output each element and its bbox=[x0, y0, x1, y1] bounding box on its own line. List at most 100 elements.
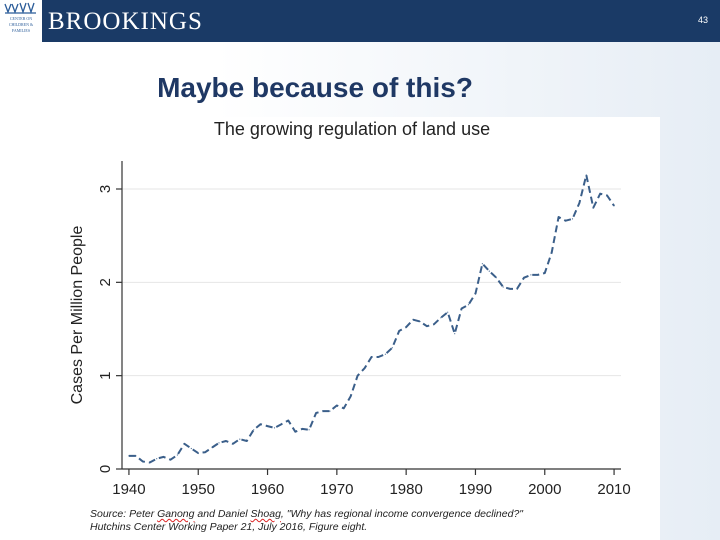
data-point bbox=[447, 311, 449, 313]
data-point bbox=[343, 407, 345, 409]
source-line-2: Hutchins Center Working Paper 21, July 2… bbox=[90, 521, 368, 533]
y-tick-label: 1 bbox=[97, 371, 114, 379]
data-point bbox=[308, 429, 310, 431]
data-point bbox=[364, 367, 366, 369]
data-point bbox=[190, 447, 192, 450]
y-tick-label: 3 bbox=[97, 185, 114, 193]
data-point bbox=[183, 443, 185, 445]
data-point bbox=[315, 412, 317, 414]
data-point bbox=[488, 270, 490, 272]
data-point bbox=[322, 410, 324, 412]
data-point bbox=[232, 443, 234, 445]
data-point bbox=[551, 251, 553, 254]
data-point bbox=[412, 319, 414, 321]
svg-text:CENTER ON: CENTER ON bbox=[10, 16, 32, 21]
y-tick-label: 0 bbox=[97, 465, 114, 473]
data-point bbox=[149, 461, 151, 464]
x-tick-label: 1950 bbox=[182, 481, 215, 498]
source-line-1: Source: Peter Ganong and Daniel Shoag, "… bbox=[90, 508, 523, 521]
line-chart: 0 1 2 3 1940 1950 1960 1970 1980 1990 2000 2010 Case… bbox=[69, 161, 631, 498]
x-tick-label: 1970 bbox=[320, 481, 353, 498]
data-point bbox=[163, 456, 165, 458]
data-point bbox=[225, 440, 227, 442]
data-point bbox=[509, 288, 511, 290]
y-tick-label: 2 bbox=[97, 278, 114, 286]
data-point bbox=[419, 320, 421, 323]
data-point bbox=[169, 459, 172, 461]
x-tick-label: 1980 bbox=[389, 481, 422, 498]
data-point bbox=[454, 333, 456, 335]
data-point bbox=[440, 317, 442, 319]
data-point bbox=[204, 451, 206, 453]
data-point bbox=[128, 455, 130, 457]
data-point bbox=[135, 455, 137, 457]
x-tick-label: 1960 bbox=[251, 481, 284, 498]
x-tick-label: 1940 bbox=[112, 481, 145, 498]
data-point bbox=[211, 446, 213, 449]
header-bar: CENTER ON CHILDREN & FAMILIES BROOKINGS … bbox=[0, 0, 720, 42]
data-point bbox=[357, 375, 359, 377]
data-point bbox=[502, 286, 504, 288]
data-point bbox=[246, 440, 248, 442]
y-axis-title: Cases Per Million People bbox=[69, 226, 86, 405]
data-point bbox=[530, 274, 532, 276]
svg-text:FAMILIES: FAMILIES bbox=[12, 28, 30, 33]
data-point bbox=[426, 325, 428, 327]
data-point bbox=[474, 292, 477, 295]
data-point bbox=[156, 458, 158, 460]
data-point bbox=[294, 431, 296, 433]
data-point bbox=[398, 330, 400, 332]
data-point bbox=[481, 263, 483, 265]
data-point bbox=[253, 429, 255, 431]
data-point bbox=[461, 307, 463, 310]
data-point bbox=[218, 442, 220, 444]
data-point bbox=[523, 277, 525, 279]
data-point bbox=[537, 274, 539, 276]
data-point bbox=[433, 323, 435, 325]
page-number: 43 bbox=[697, 15, 708, 25]
source-text-e: , "Why has regional income convergence d… bbox=[280, 508, 524, 520]
data-point bbox=[405, 326, 407, 328]
data-point bbox=[544, 272, 546, 274]
data-point bbox=[384, 353, 386, 355]
chart-panel: The growing regulation of land use 0 1 2 3 1… bbox=[64, 117, 660, 540]
family-logo-icon: CENTER ON CHILDREN & FAMILIES bbox=[4, 2, 36, 33]
chart-source: Source: Peter Ganong and Daniel Shoag, "… bbox=[90, 508, 523, 534]
data-point bbox=[565, 220, 567, 222]
data-point bbox=[142, 460, 144, 463]
data-point bbox=[516, 288, 518, 290]
source-text-c: and Daniel bbox=[194, 508, 251, 520]
data-point bbox=[287, 419, 289, 422]
data-point bbox=[578, 202, 581, 204]
source-author-1: Ganong bbox=[157, 508, 195, 520]
data-point bbox=[301, 428, 303, 430]
x-tick-label: 1990 bbox=[459, 481, 492, 498]
chart-title: The growing regulation of land use bbox=[213, 119, 491, 139]
data-point bbox=[606, 194, 608, 197]
source-text-a: Source: Peter bbox=[90, 508, 158, 520]
data-point bbox=[280, 423, 282, 425]
data-point bbox=[370, 356, 373, 358]
data-point bbox=[377, 356, 379, 358]
brand-name: BROOKINGS bbox=[48, 8, 203, 35]
data-point bbox=[197, 452, 199, 454]
data-point bbox=[592, 207, 594, 209]
plot-area bbox=[122, 161, 621, 469]
x-tick-label: 2010 bbox=[597, 481, 630, 498]
slide-title: Maybe because of this? bbox=[157, 72, 473, 103]
data-point bbox=[571, 218, 574, 220]
data-point bbox=[260, 423, 262, 425]
data-point bbox=[613, 205, 615, 207]
data-point bbox=[599, 193, 601, 195]
svg-text:CHILDREN &: CHILDREN & bbox=[9, 22, 34, 27]
data-point bbox=[558, 216, 560, 218]
data-point bbox=[585, 174, 587, 176]
data-point bbox=[329, 410, 331, 412]
data-point bbox=[391, 347, 393, 349]
data-point bbox=[467, 304, 470, 306]
data-point bbox=[336, 404, 338, 407]
x-tick-label: 2000 bbox=[528, 481, 561, 498]
data-point bbox=[350, 395, 352, 397]
data-point bbox=[176, 454, 178, 456]
source-author-2: Shoag bbox=[250, 508, 281, 520]
